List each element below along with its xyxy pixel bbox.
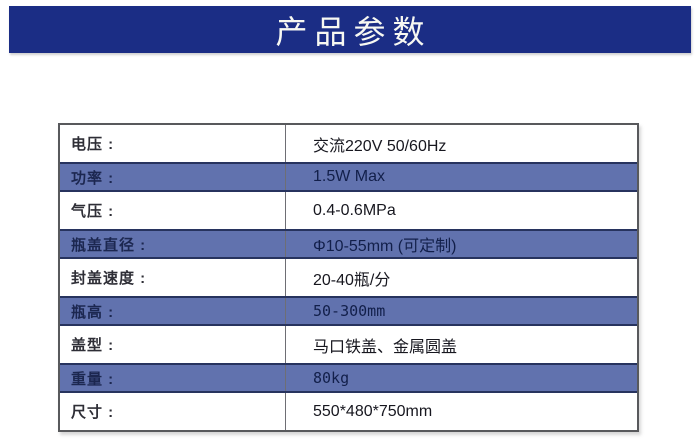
table-row-power: 功率 : 1.5W Max: [60, 162, 637, 192]
param-value: 交流220V 50/60Hz: [313, 137, 447, 155]
param-value: 550*480*750mm: [313, 402, 433, 420]
param-label: 瓶盖直径 :: [60, 231, 286, 257]
table-row-weight: 重量 : 80kg: [60, 363, 637, 393]
spec-table: 电压 : 交流220V 50/60Hz 功率 : 1.5W Max 气压 : 0…: [58, 123, 639, 432]
table-row-voltage: 电压 : 交流220V 50/60Hz: [60, 125, 637, 162]
param-label: 盖型 :: [60, 326, 286, 363]
param-label: 瓶高 :: [60, 298, 286, 324]
param-label: 重量 :: [60, 365, 286, 391]
param-value: 80kg: [313, 369, 350, 387]
table-row-cap-diameter: 瓶盖直径 : Φ10-55mm (可定制): [60, 229, 637, 259]
title-banner: 产品参数: [9, 6, 691, 53]
param-value: 0.4-0.6MPa: [313, 201, 396, 219]
table-row-dimensions: 尺寸 : 550*480*750mm: [60, 393, 637, 430]
param-label: 功率 :: [60, 164, 286, 190]
param-value: 马口铁盖、金属圆盖: [313, 338, 458, 356]
page-title: 产品参数: [275, 13, 432, 50]
param-label: 封盖速度 :: [60, 259, 286, 296]
table-row-cap-type: 盖型 : 马口铁盖、金属圆盖: [60, 326, 637, 363]
param-value: 1.5W Max: [313, 168, 386, 185]
param-label: 气压 :: [60, 192, 286, 229]
table-row-capping-speed: 封盖速度 : 20-40瓶/分: [60, 259, 637, 296]
param-value: 20-40瓶/分: [313, 271, 391, 289]
param-label: 电压 :: [60, 125, 286, 162]
table-row-air-pressure: 气压 : 0.4-0.6MPa: [60, 192, 637, 229]
table-row-bottle-height: 瓶高 : 50-300mm: [60, 296, 637, 326]
param-value: 50-300mm: [313, 302, 386, 320]
param-value: Φ10-55mm (可定制): [313, 238, 457, 255]
param-label: 尺寸 :: [60, 393, 286, 430]
